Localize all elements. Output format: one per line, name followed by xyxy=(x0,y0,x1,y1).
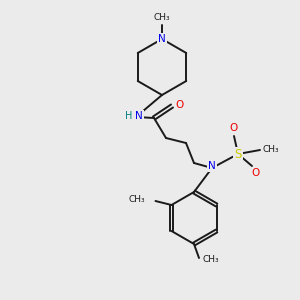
Text: O: O xyxy=(175,100,183,110)
Text: N: N xyxy=(158,34,166,44)
Text: CH₃: CH₃ xyxy=(154,14,170,22)
Text: N: N xyxy=(135,111,143,121)
Text: CH₃: CH₃ xyxy=(263,145,279,154)
Text: H: H xyxy=(125,111,133,121)
Text: N: N xyxy=(208,161,216,171)
Text: O: O xyxy=(252,168,260,178)
Text: S: S xyxy=(234,148,242,160)
Text: CH₃: CH₃ xyxy=(203,256,219,265)
Text: CH₃: CH₃ xyxy=(129,196,146,205)
Text: O: O xyxy=(230,123,238,133)
